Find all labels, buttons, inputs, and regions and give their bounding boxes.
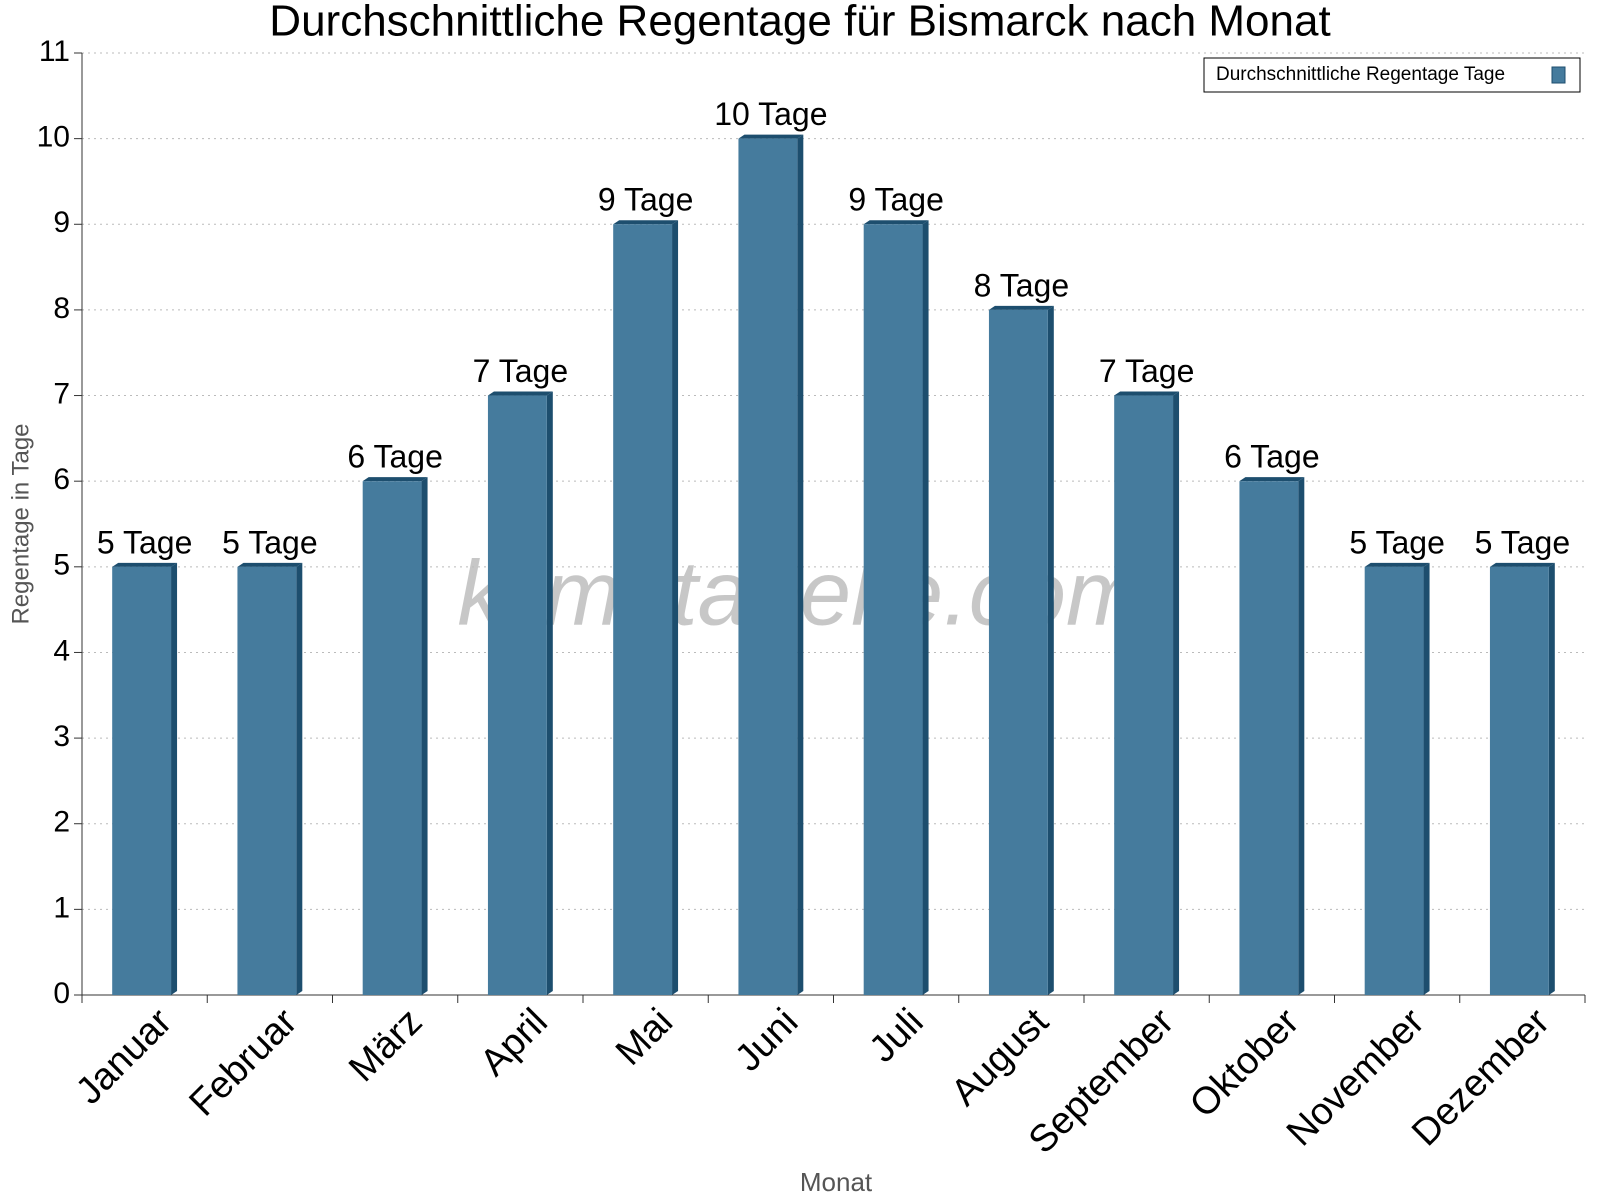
value-label: 5 Tage bbox=[222, 524, 318, 560]
bar-side bbox=[1423, 562, 1430, 995]
x-tick-label: Januar bbox=[68, 1001, 180, 1113]
y-tick-label: 4 bbox=[53, 634, 70, 667]
x-tick-label: Mai bbox=[608, 1001, 681, 1074]
bar-side bbox=[1548, 562, 1555, 995]
y-tick-label: 1 bbox=[53, 891, 70, 924]
bar bbox=[1489, 566, 1549, 995]
legend-box bbox=[1203, 57, 1581, 93]
x-tick-label: März bbox=[341, 1001, 430, 1090]
bar-side bbox=[546, 391, 553, 996]
y-tick-label: 9 bbox=[53, 206, 70, 239]
y-tick-label: 11 bbox=[39, 35, 70, 68]
bar bbox=[738, 138, 798, 996]
y-axis-label: Regentage in Tage bbox=[7, 423, 34, 624]
value-label: 8 Tage bbox=[974, 267, 1070, 303]
bar bbox=[988, 309, 1048, 996]
y-tick-label: 8 bbox=[53, 292, 70, 325]
bar bbox=[1364, 566, 1424, 995]
y-tick-label: 2 bbox=[53, 806, 70, 839]
value-label: 6 Tage bbox=[347, 439, 443, 475]
value-label: 9 Tage bbox=[848, 182, 944, 218]
bar-side bbox=[797, 134, 804, 996]
bar-top bbox=[1239, 477, 1305, 482]
y-tick-label: 5 bbox=[53, 549, 70, 582]
legend-swatch bbox=[1551, 66, 1566, 84]
value-label: 5 Tage bbox=[1349, 524, 1445, 560]
bar-top bbox=[1364, 562, 1430, 567]
x-tick-label: Juli bbox=[862, 1001, 932, 1071]
bar-side bbox=[1047, 305, 1054, 996]
bar bbox=[613, 224, 673, 996]
value-label: 10 Tage bbox=[714, 96, 827, 132]
value-label: 5 Tage bbox=[97, 524, 193, 560]
x-tick-label: Februar bbox=[182, 1001, 306, 1125]
bar bbox=[112, 566, 172, 995]
bar-top bbox=[487, 391, 553, 396]
bar-top bbox=[1489, 562, 1555, 567]
bar bbox=[1114, 395, 1174, 996]
value-label: 5 Tage bbox=[1475, 524, 1571, 560]
bar-top bbox=[1114, 391, 1180, 396]
bar-top bbox=[112, 562, 178, 567]
bar-side bbox=[1173, 391, 1180, 996]
legend-label: Durchschnittliche Regentage Tage bbox=[1216, 64, 1505, 85]
bar bbox=[1239, 481, 1299, 995]
y-tick-label: 10 bbox=[37, 121, 70, 154]
x-tick-label: Juni bbox=[727, 1001, 806, 1080]
value-label: 6 Tage bbox=[1224, 439, 1320, 475]
bar-top bbox=[738, 134, 804, 139]
y-tick-label: 3 bbox=[53, 720, 70, 753]
x-tick-label: August bbox=[943, 1000, 1057, 1114]
bar-side bbox=[421, 477, 428, 995]
bar bbox=[237, 566, 297, 995]
x-tick-label: Oktober bbox=[1182, 1001, 1308, 1127]
bar-top bbox=[362, 477, 428, 482]
value-label: 7 Tage bbox=[1099, 353, 1195, 389]
bar-top bbox=[237, 562, 303, 567]
y-tick-label: 6 bbox=[53, 463, 70, 496]
bar bbox=[487, 395, 547, 996]
chart-title: Durchschnittliche Regentage für Bismarck… bbox=[269, 0, 1330, 46]
bar-side bbox=[672, 220, 679, 996]
bar-top bbox=[988, 305, 1054, 310]
bar bbox=[863, 224, 923, 996]
y-tick-label: 0 bbox=[53, 977, 70, 1010]
bar-side bbox=[296, 562, 303, 995]
x-tick-label: April bbox=[472, 1001, 555, 1084]
bar-top bbox=[863, 220, 929, 225]
bar-side bbox=[1298, 477, 1305, 995]
y-tick-label: 7 bbox=[53, 377, 70, 410]
legend: Durchschnittliche Regentage Tage bbox=[1203, 57, 1581, 93]
bar-top bbox=[613, 220, 679, 225]
bar-side bbox=[171, 562, 178, 995]
value-label: 7 Tage bbox=[473, 353, 569, 389]
value-label: 9 Tage bbox=[598, 182, 694, 218]
bar-side bbox=[922, 220, 929, 996]
x-axis-label: Monat bbox=[800, 1167, 873, 1197]
x-tick-label: Dezember bbox=[1404, 1001, 1558, 1155]
bar bbox=[362, 481, 422, 995]
